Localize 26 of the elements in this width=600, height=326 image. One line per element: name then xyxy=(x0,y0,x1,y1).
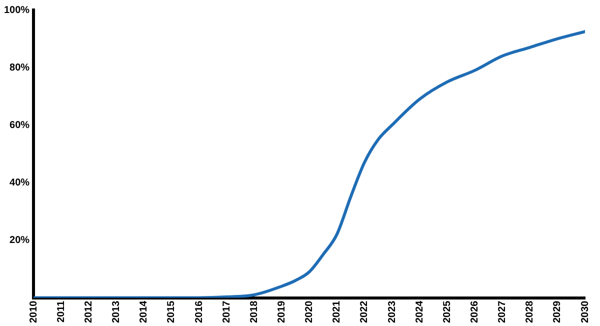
y-tick-label: 20% xyxy=(10,234,30,246)
x-tick-label: 2011 xyxy=(56,300,67,322)
x-tick-label: 2026 xyxy=(469,300,480,324)
x-tick-label: 2012 xyxy=(83,300,94,324)
x-tick-label: 2020 xyxy=(304,300,316,324)
x-tick-label: 2018 xyxy=(248,300,260,324)
y-tick-label: 100% xyxy=(4,4,30,16)
x-tick-label: 2028 xyxy=(524,300,536,324)
y-tick-label: 80% xyxy=(10,62,30,74)
x-tick-label: 2023 xyxy=(386,300,398,324)
x-tick-label: 2015 xyxy=(166,300,178,324)
x-tick-label: 2022 xyxy=(359,300,370,324)
x-tick-label: 2029 xyxy=(552,300,564,324)
x-tick-label: 2014 xyxy=(138,300,150,324)
y-tick-label: 40% xyxy=(10,177,30,188)
x-tick-label: 2021 xyxy=(332,300,343,324)
y-tick-label: 60% xyxy=(10,120,30,131)
x-tick-label: 2024 xyxy=(414,300,426,324)
x-tick-label: 2025 xyxy=(442,300,453,324)
x-tick-label: 2019 xyxy=(276,300,288,324)
x-tick-label: 2010 xyxy=(28,300,40,324)
x-tick-label: 2013 xyxy=(111,300,122,324)
x-tick-label: 2016 xyxy=(194,300,205,324)
x-tick-label: 2027 xyxy=(497,300,508,324)
x-tick-label: 2030 xyxy=(580,300,591,324)
x-tick-label: 2017 xyxy=(221,300,232,324)
